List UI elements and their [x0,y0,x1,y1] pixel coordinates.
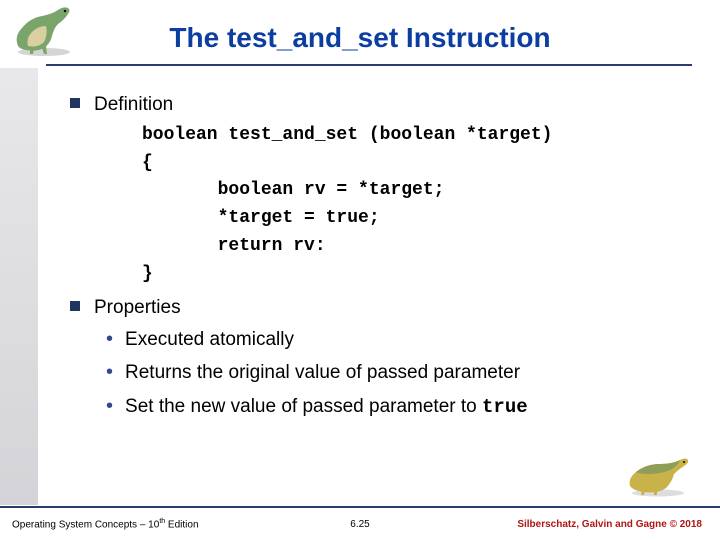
footer-right: Silberschatz, Galvin and Gagne © 2018 [517,519,702,530]
dinosaur-bottom-icon [626,452,694,498]
dot-bullet-icon: • [106,394,113,418]
sidebar-strip [0,68,38,505]
code-line: return rv: [142,236,326,256]
property-text: Returns the original value of passed par… [125,360,520,386]
code-block: boolean test_and_set (boolean *target) {… [142,122,680,289]
footer-left-suffix: Edition [165,519,198,530]
title-area: The test_and_set Instruction [0,10,720,68]
code-line: boolean test_and_set (boolean *target) [142,125,552,145]
definition-label: Definition [94,92,173,118]
list-item: • Executed atomically [106,327,680,353]
property-text: Executed atomically [125,327,294,353]
code-line: } [142,264,153,284]
property-text-code: true [482,396,528,418]
property-text: Set the new value of passed parameter to… [125,394,528,421]
footer-left: Operating System Concepts – 10th Edition [12,518,199,530]
footer: Operating System Concepts – 10th Edition… [0,506,720,540]
slide-title: The test_and_set Instruction [169,10,550,54]
square-bullet-icon [70,301,80,311]
bullet-definition: Definition [70,92,680,118]
dot-bullet-icon: • [106,327,113,351]
bullet-properties: Properties [70,295,680,321]
property-text-prefix: Set the new value of passed parameter to [125,396,482,417]
properties-label: Properties [94,295,181,321]
dot-bullet-icon: • [106,360,113,384]
footer-left-prefix: Operating System Concepts – 10 [12,519,159,530]
slide: The test_and_set Instruction Definition … [0,0,720,540]
square-bullet-icon [70,98,80,108]
properties-list: • Executed atomically • Returns the orig… [106,327,680,421]
code-line: *target = true; [142,208,380,228]
list-item: • Set the new value of passed parameter … [106,394,680,421]
title-underline [46,64,692,66]
code-line: { [142,153,153,173]
footer-center: 6.25 [350,519,369,530]
content-area: Definition boolean test_and_set (boolean… [70,92,680,429]
list-item: • Returns the original value of passed p… [106,360,680,386]
code-line: boolean rv = *target; [142,180,444,200]
